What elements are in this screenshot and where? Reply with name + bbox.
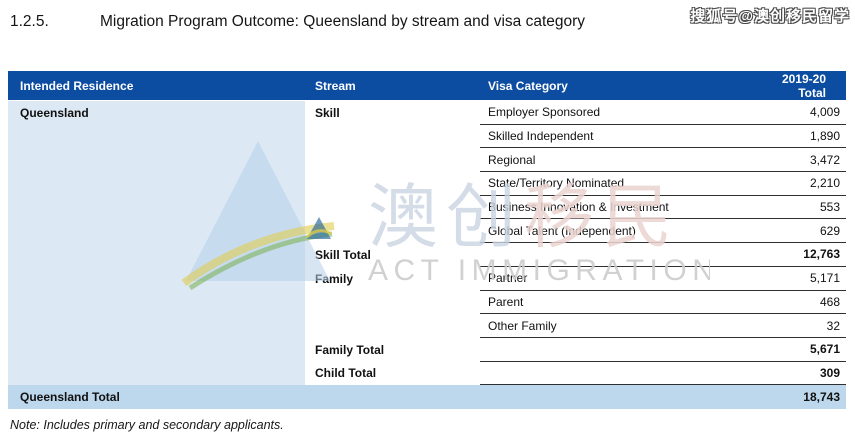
- residence-cell: [8, 219, 305, 244]
- total-cell: 468: [700, 291, 846, 315]
- table-row: Parent 468: [8, 290, 846, 315]
- stream-cell: Skill Total: [315, 247, 371, 262]
- visa-category-cell: Global Talent (Independent): [480, 219, 700, 244]
- total-cell: 309: [700, 362, 846, 386]
- section-number: 1.2.5.: [10, 13, 49, 30]
- total-cell: 5,171: [700, 267, 846, 291]
- grand-total-value: 18,743: [803, 390, 840, 405]
- visa-category-cell: Other Family: [480, 314, 700, 338]
- table-header-row: Intended Residence Stream Visa Category …: [8, 71, 846, 101]
- visa-category-cell: Partner: [480, 267, 700, 291]
- table-row-skill-total: Skill Total 12,763: [8, 243, 846, 267]
- residence-cell: [8, 314, 305, 338]
- migration-table: Intended Residence Stream Visa Category …: [8, 71, 846, 410]
- table-row-child-total: Child Total 309: [8, 361, 846, 386]
- page-title: 1.2.5. Migration Program Outcome: Queensl…: [10, 13, 585, 31]
- grand-total-label: Queensland Total: [20, 390, 120, 405]
- note-text: Note: Includes primary and secondary app…: [10, 418, 284, 432]
- residence-cell: [8, 124, 305, 149]
- grand-total-row: Queensland Total 18,743: [8, 385, 846, 410]
- total-cell: 4,009: [700, 101, 846, 125]
- column-header-stream: Stream: [315, 78, 356, 93]
- total-cell: 553: [700, 196, 846, 220]
- table-row-family-total: Family Total 5,671: [8, 337, 846, 362]
- total-cell: 629: [700, 219, 846, 244]
- visa-category-cell: Parent: [480, 291, 700, 315]
- residence-cell: [8, 195, 305, 220]
- table-row: Regional 3,472: [8, 148, 846, 173]
- stream-cell: [305, 172, 480, 196]
- table-row: Skilled Independent 1,890: [8, 124, 846, 149]
- table-row: Global Talent (Independent) 629: [8, 219, 846, 244]
- column-header-visa-category: Visa Category: [488, 78, 568, 93]
- visa-category-cell: Regional: [480, 148, 700, 173]
- stream-cell: Skill: [315, 105, 340, 120]
- total-cell: 3,472: [700, 148, 846, 173]
- total-cell: 2,210: [700, 172, 846, 196]
- stream-cell: [305, 196, 480, 220]
- residence-cell: [8, 266, 305, 291]
- stream-cell: Family Total: [315, 342, 385, 357]
- column-header-total: 2019-20 Total: [700, 71, 846, 100]
- visa-category-cell: [480, 362, 700, 386]
- stream-cell: Family: [315, 271, 354, 286]
- residence-cell: [8, 361, 305, 386]
- total-cell: 5,671: [700, 338, 846, 362]
- stream-cell: Child Total: [315, 366, 377, 381]
- visa-category-cell: Employer Sponsored: [480, 101, 700, 125]
- visa-category-cell: State/Territory Nominated: [480, 172, 700, 196]
- stream-cell: [305, 314, 480, 338]
- residence-cell: [8, 243, 305, 267]
- table-row: State/Territory Nominated 2,210: [8, 172, 846, 196]
- total-cell: 12,763: [700, 243, 846, 267]
- column-header-intended-residence: Intended Residence: [20, 78, 134, 93]
- residence-cell: [8, 172, 305, 196]
- residence-cell: [8, 337, 305, 362]
- title-text: Migration Program Outcome: Queensland by…: [100, 13, 586, 30]
- visa-category-cell: [480, 243, 700, 267]
- table-row: Other Family 32: [8, 314, 846, 338]
- visa-category-cell: Skilled Independent: [480, 125, 700, 149]
- visa-category-cell: [480, 338, 700, 362]
- column-header-total-line2: Total: [798, 86, 826, 100]
- column-header-total-line1: 2019-20: [781, 72, 826, 86]
- table-row: Queensland Skill Employer Sponsored 4,00…: [8, 101, 846, 125]
- total-cell: 1,890: [700, 125, 846, 149]
- total-cell: 32: [700, 314, 846, 338]
- stream-cell: [305, 219, 480, 243]
- stream-cell: [305, 125, 480, 149]
- stream-cell: [305, 148, 480, 172]
- stream-cell: [305, 291, 480, 315]
- table-row: Family Partner 5,171: [8, 266, 846, 291]
- table-row: Business Innovation & Investment 553: [8, 195, 846, 220]
- sohu-watermark: 搜狐号@澳创移民留学: [690, 8, 850, 25]
- residence-cell: [8, 290, 305, 315]
- residence-cell: [8, 148, 305, 173]
- visa-category-cell: Business Innovation & Investment: [480, 196, 700, 220]
- residence-cell: Queensland: [8, 101, 305, 125]
